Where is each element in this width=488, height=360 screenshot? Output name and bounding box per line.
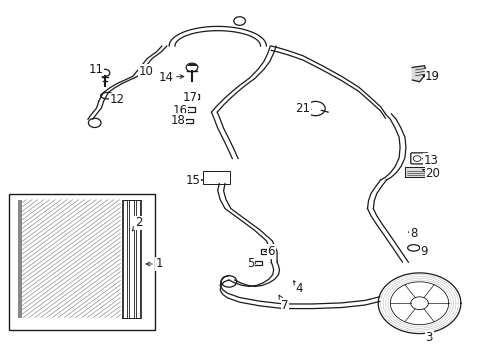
Text: 6: 6 [264,245,274,258]
Bar [184,107,195,112]
Text: 10: 10 [139,64,153,77]
Text: 4: 4 [293,281,302,296]
Text: 13: 13 [422,154,437,167]
Text: 15: 15 [185,174,202,186]
Text: 12: 12 [109,93,124,106]
Text: 2: 2 [132,216,142,231]
Bar [129,200,133,318]
Text: 3: 3 [425,330,432,344]
Bar [136,200,140,318]
Text: 5: 5 [246,257,255,270]
Text: 8: 8 [407,227,417,240]
Polygon shape [411,66,426,82]
Text: 14: 14 [158,71,183,84]
Bar [253,261,262,265]
Bar [203,171,229,184]
Text: 17: 17 [182,91,197,104]
Text: 18: 18 [170,114,186,127]
Text: 16: 16 [172,104,188,117]
Bar [188,94,199,99]
Text: 1: 1 [146,257,163,270]
Text: 9: 9 [420,245,427,258]
Text: 7: 7 [279,295,288,312]
Text: 20: 20 [421,167,439,180]
Bar [261,249,269,253]
Bar [184,119,193,123]
Bar [19,200,22,318]
Text: 11: 11 [88,63,103,76]
Polygon shape [404,167,427,177]
Bar [9,194,154,330]
Text: 21: 21 [295,102,310,115]
Text: 19: 19 [422,70,439,83]
Bar [122,200,126,318]
